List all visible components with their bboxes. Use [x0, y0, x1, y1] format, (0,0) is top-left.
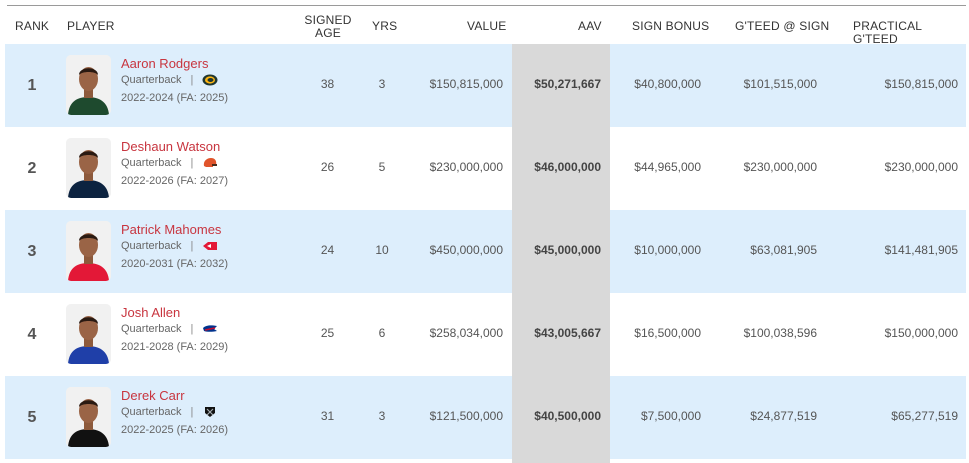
header-value[interactable]: VALUE: [467, 19, 507, 33]
aav-cell-bg: [512, 127, 610, 210]
contract-years: 2020-2031 (FA: 2032): [121, 258, 229, 270]
contract-length: 3: [378, 409, 386, 423]
aav-cell-bg: [512, 44, 610, 127]
header-rank[interactable]: RANK: [15, 19, 50, 33]
header-signed-age-line2: AGE: [315, 26, 341, 40]
player-position: Quarterback: [121, 74, 182, 86]
rank-number: 5: [27, 409, 37, 426]
player-name-link[interactable]: Aaron Rodgers: [121, 56, 209, 71]
player-position: Quarterback: [121, 406, 182, 418]
signed-age: 31: [320, 409, 335, 423]
signed-age: 38: [320, 77, 335, 91]
contract-value: $450,000,000: [429, 243, 503, 257]
header-practical-gteed[interactable]: PRACTICAL G'TEED: [853, 19, 922, 46]
bills-logo-icon[interactable]: [202, 323, 218, 335]
position-separator: |: [190, 240, 194, 252]
guaranteed-at-signing: $101,515,000: [743, 77, 817, 91]
rank-number: 3: [27, 243, 37, 260]
position-separator: |: [190, 323, 194, 335]
contract-value: $258,034,000: [429, 326, 503, 340]
rank-number: 4: [27, 326, 37, 343]
practical-guaranteed: $150,000,000: [884, 326, 958, 340]
contract-length: 6: [378, 326, 386, 340]
guaranteed-at-signing: $63,081,905: [750, 243, 817, 257]
header-signed-age-line1: SIGNED: [304, 13, 352, 27]
player-headshot[interactable]: [66, 55, 111, 115]
table-row: 3 Patrick Mahomes Quarterback | 2020-2031 (F…: [5, 210, 966, 293]
header-sign-bonus[interactable]: SIGN BONUS: [632, 19, 710, 33]
signing-bonus: $16,500,000: [634, 326, 701, 340]
table-row: 1 Aaron Rodgers Quarterback | 2022-2024 (FA:…: [5, 44, 966, 127]
signing-bonus: $7,500,000: [640, 409, 701, 423]
signed-age: 26: [320, 160, 335, 174]
browns-helmet-icon[interactable]: [202, 157, 218, 169]
position-separator: |: [190, 157, 194, 169]
aav-cell-bg: [512, 293, 610, 376]
table-row: 2 Deshaun Watson Quarterback | 2022-2026 (FA…: [5, 127, 966, 210]
average-annual-value: $46,000,000: [534, 160, 601, 174]
signing-bonus: $40,800,000: [634, 77, 701, 91]
player-headshot[interactable]: [66, 138, 111, 198]
player-name-link[interactable]: Patrick Mahomes: [121, 222, 222, 237]
contract-value: $121,500,000: [429, 409, 503, 423]
contract-years: 2022-2025 (FA: 2026): [121, 424, 229, 436]
signed-age: 24: [320, 243, 335, 257]
guaranteed-at-signing: $100,038,596: [743, 326, 817, 340]
table-header: RANK PLAYER SIGNED AGE YRS VALUE AAV SIG…: [7, 7, 966, 46]
contract-length: 3: [378, 77, 386, 91]
player-position-line: Quarterback |: [121, 240, 218, 252]
player-headshot[interactable]: [66, 221, 111, 281]
average-annual-value: $50,271,667: [534, 77, 601, 91]
header-gteed-at-sign[interactable]: G'TEED @ SIGN: [735, 19, 830, 33]
table-row: 5 Derek Carr Quarterback | 2022-2025 (FA: 20…: [5, 376, 966, 459]
player-position-line: Quarterback |: [121, 323, 218, 335]
aav-cell-bg: [512, 376, 610, 459]
position-separator: |: [190, 74, 194, 86]
header-player[interactable]: PLAYER: [67, 19, 115, 33]
contract-value: $150,815,000: [429, 77, 503, 91]
average-annual-value: $45,000,000: [534, 243, 601, 257]
guaranteed-at-signing: $230,000,000: [743, 160, 817, 174]
position-separator: |: [190, 406, 194, 418]
rank-number: 2: [27, 160, 37, 177]
player-position-line: Quarterback |: [121, 406, 218, 418]
raiders-logo-icon[interactable]: [202, 406, 218, 418]
player-position: Quarterback: [121, 323, 182, 335]
contract-years: 2022-2026 (FA: 2027): [121, 175, 229, 187]
player-name-link[interactable]: Derek Carr: [121, 388, 185, 403]
table-row: 4 Josh Allen Quarterback | 2021-2028 (FA: 20…: [5, 293, 966, 376]
guaranteed-at-signing: $24,877,519: [750, 409, 817, 423]
aav-cell-bg: [512, 210, 610, 293]
table-top-border: [7, 5, 966, 6]
player-position-line: Quarterback |: [121, 74, 218, 86]
packers-logo-icon[interactable]: [202, 74, 218, 86]
contract-years: 2022-2024 (FA: 2025): [121, 92, 229, 104]
player-headshot[interactable]: [66, 387, 111, 447]
contract-length: 10: [375, 243, 389, 257]
player-position: Quarterback: [121, 157, 182, 169]
practical-guaranteed: $150,815,000: [884, 77, 958, 91]
player-name-link[interactable]: Josh Allen: [121, 305, 181, 320]
practical-guaranteed: $141,481,905: [884, 243, 958, 257]
header-signed-age[interactable]: SIGNED AGE: [303, 14, 353, 40]
player-position-line: Quarterback |: [121, 157, 218, 169]
signing-bonus: $44,965,000: [634, 160, 701, 174]
player-headshot[interactable]: [66, 304, 111, 364]
player-position: Quarterback: [121, 240, 182, 252]
rank-number: 1: [27, 77, 37, 94]
chiefs-logo-icon[interactable]: [202, 240, 218, 252]
header-yrs[interactable]: YRS: [372, 19, 398, 33]
average-annual-value: $43,005,667: [534, 326, 601, 340]
contract-length: 5: [378, 160, 386, 174]
practical-guaranteed: $65,277,519: [891, 409, 958, 423]
contract-value: $230,000,000: [429, 160, 503, 174]
signing-bonus: $10,000,000: [634, 243, 701, 257]
signed-age: 25: [320, 326, 335, 340]
average-annual-value: $40,500,000: [534, 409, 601, 423]
header-aav[interactable]: AAV: [578, 19, 602, 33]
contract-years: 2021-2028 (FA: 2029): [121, 341, 229, 353]
practical-guaranteed: $230,000,000: [884, 160, 958, 174]
player-name-link[interactable]: Deshaun Watson: [121, 139, 221, 154]
